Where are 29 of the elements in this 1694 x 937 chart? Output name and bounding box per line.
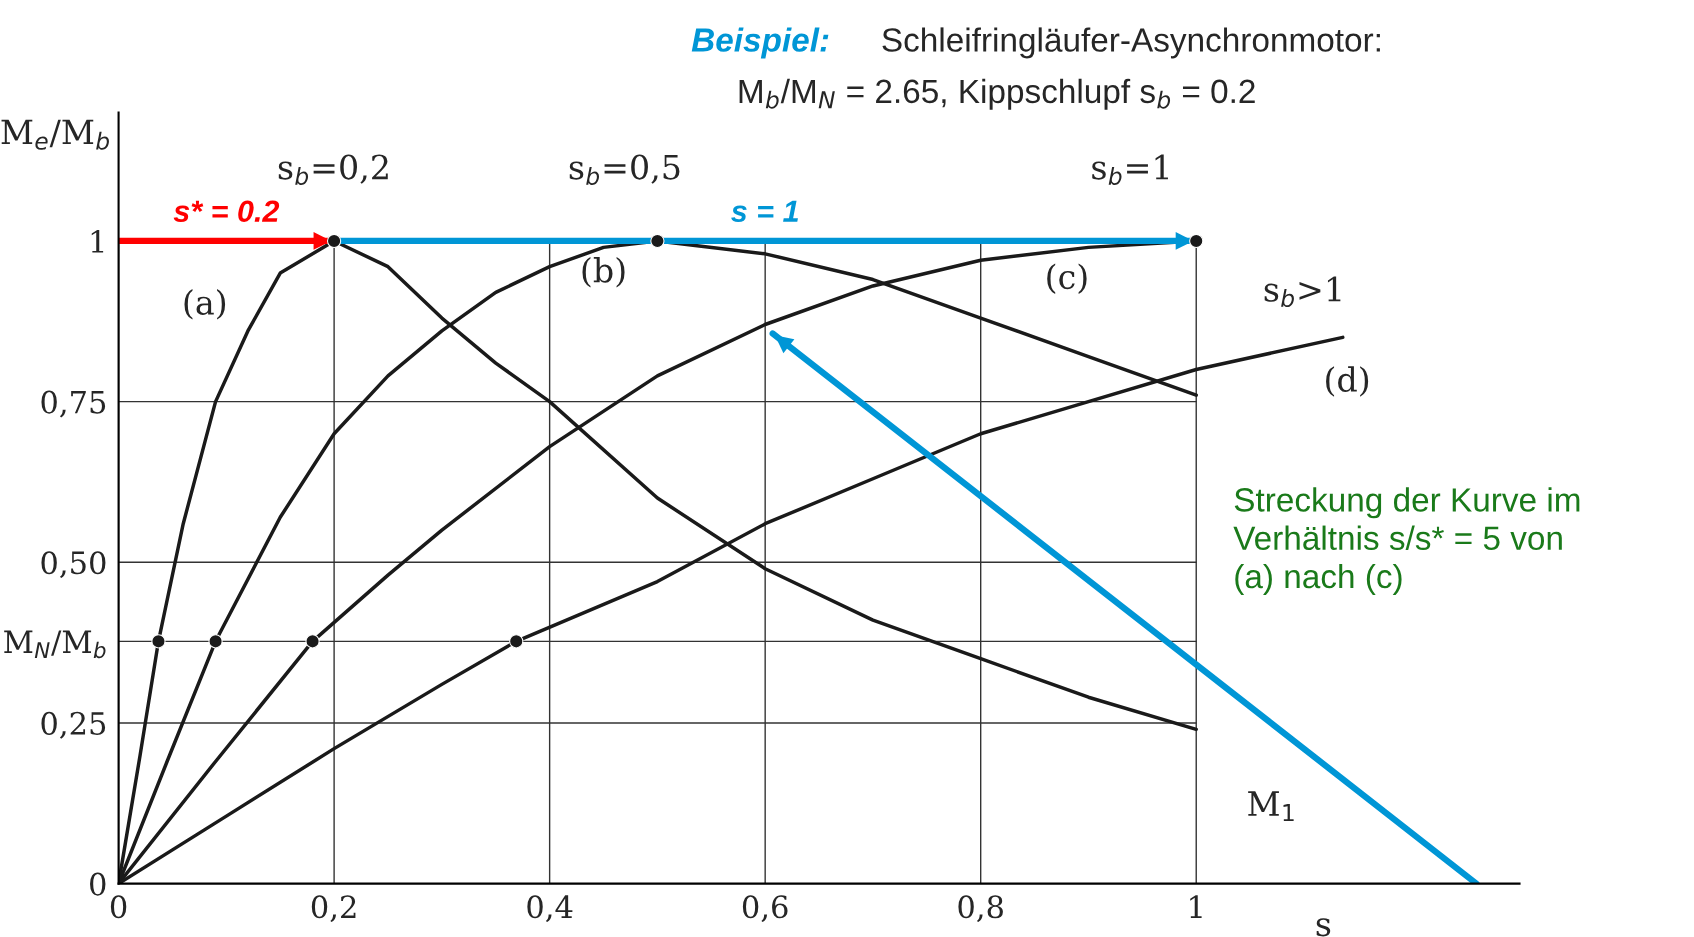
annotation: s$_{b}$=1: [1092, 154, 1168, 186]
x-tick-label: 0,8: [958, 895, 1003, 923]
y-tick-label: 0: [90, 872, 106, 896]
y-tick-label: 0,75: [41, 390, 106, 418]
x-tick-label: 0,6: [742, 895, 788, 923]
y-tick-label: 1: [91, 229, 104, 253]
chart-title: Beispiel:: [691, 27, 829, 59]
annotation: (b): [582, 256, 625, 288]
annotation: (d): [1326, 366, 1369, 397]
y-axis-title: M$_{e}$/M$_{b}$: [1, 119, 109, 150]
y-tick-label: 0,50: [41, 551, 106, 579]
series-label: s = 1: [731, 200, 798, 223]
series-label: s* = 0.2: [173, 200, 280, 223]
annotation: (c): [1047, 263, 1087, 294]
chart-subtitle: Schleifringläufer-Asynchronmotor:: [882, 27, 1380, 59]
annotation: s$_{b}$>1: [1264, 276, 1341, 308]
x-tick-label: 0,2: [311, 895, 356, 923]
annotation: s$_{b}$=0,5: [569, 154, 680, 186]
x-tick-label: 0,4: [527, 895, 573, 923]
x-tick-label: 0: [110, 895, 127, 919]
x-axis-title: s: [1316, 918, 1331, 937]
x-tick-label: 1: [1190, 895, 1202, 918]
annotation: s$_{b}$=0,2: [278, 154, 388, 186]
y-tick-label: M$_{N}$/M$_{b}$: [4, 630, 106, 659]
annotation: Streckung der Kurve im Verhältnis s/s* = 5 von (a) nach (c): [1233, 487, 1580, 595]
annotation: M$_{1}$: [1248, 791, 1294, 822]
text: M$_{b}$/M$_{N}$ = 2.65, Kippschlupf s$_{b}$ = 0.2: [739, 78, 1255, 110]
y-tick-label: 0,25: [41, 711, 106, 739]
annotation: (a): [184, 289, 226, 320]
